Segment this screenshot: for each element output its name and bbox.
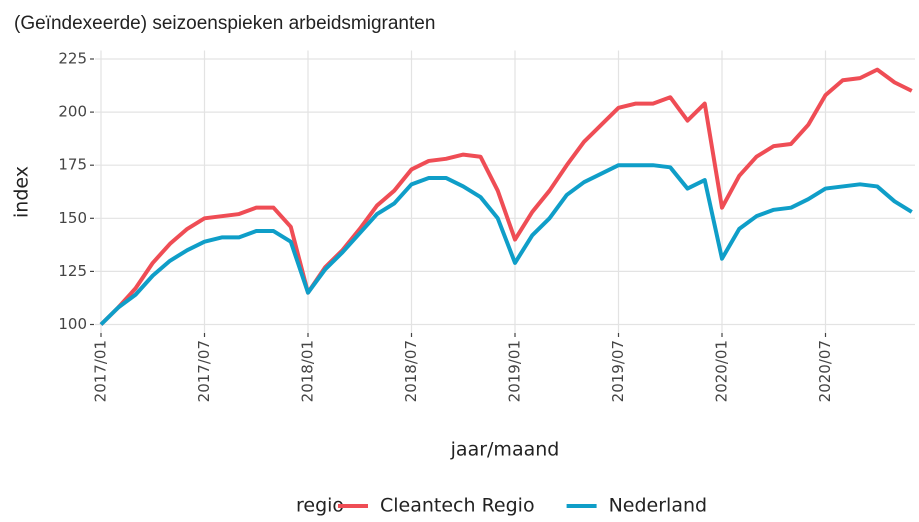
x-tick-label: 2018/01 [299,340,317,402]
x-tick-label: 2020/07 [816,340,834,402]
legend-label: Cleantech Regio [380,495,535,517]
data-line [99,163,913,326]
y-tick-label: 225 [58,49,87,67]
x-tick-label: 2019/01 [506,340,524,402]
x-tick-label: 2020/01 [713,340,731,402]
x-tick-label: 2017/01 [92,340,110,402]
y-tick-label: 150 [58,209,87,227]
y-tick-label: 175 [58,156,87,174]
data-line [99,67,913,326]
y-tick-label: 125 [58,262,87,280]
chart-title: (Geïndexeerde) seizoenspieken arbeidsmig… [14,13,435,34]
x-tick-label: 2018/07 [402,340,420,402]
y-axis-label: index [11,166,33,218]
legend-title: regio [296,495,344,517]
x-axis-label: jaar/maand [450,439,560,461]
x-tick-label: 2019/07 [609,340,627,402]
x-tick-label: 2017/07 [195,340,213,402]
y-tick-label: 200 [58,103,87,121]
legend-label: Nederland [609,495,708,517]
y-tick-label: 100 [58,315,87,333]
